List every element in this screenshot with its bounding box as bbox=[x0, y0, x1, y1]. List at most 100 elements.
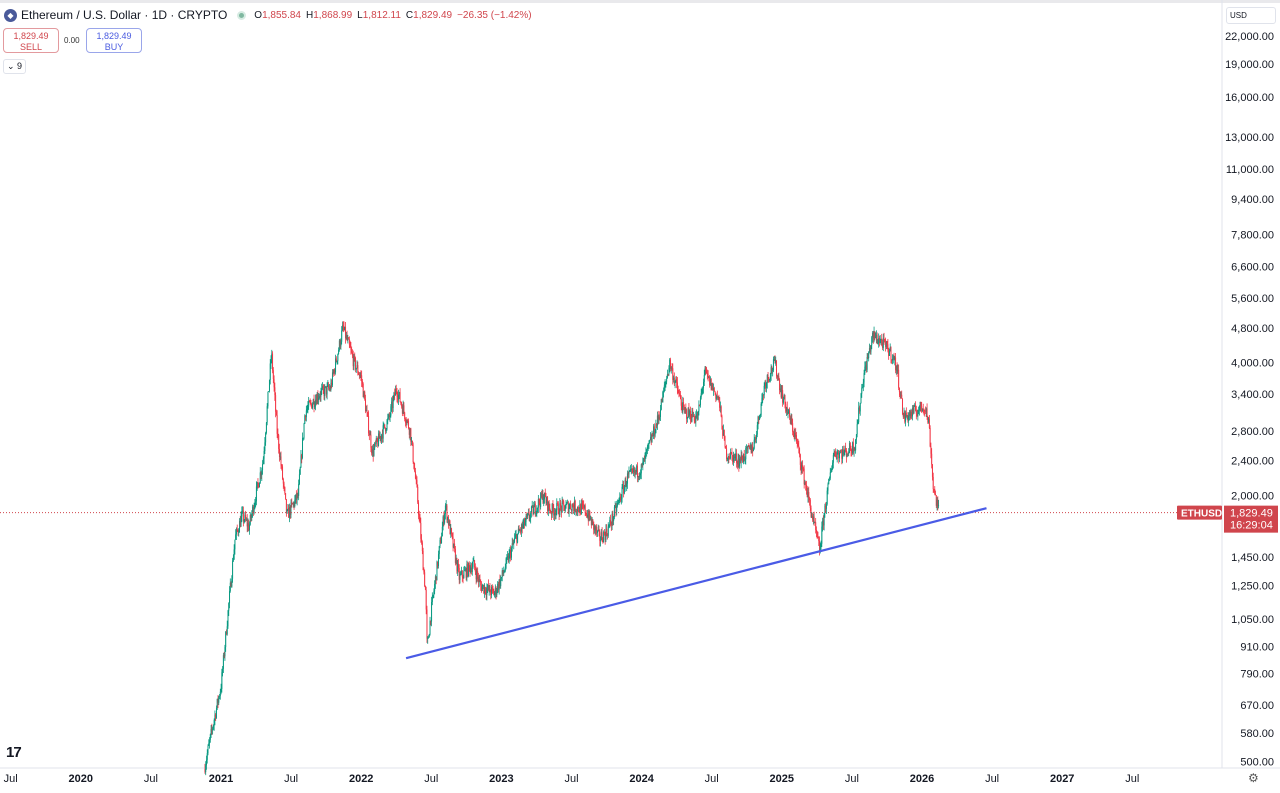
candle-body bbox=[702, 387, 704, 390]
candle-body bbox=[706, 373, 708, 374]
candle-body bbox=[615, 505, 617, 512]
sell-button[interactable]: 1,829.49 SELL bbox=[3, 28, 59, 53]
candle-body bbox=[238, 532, 240, 534]
candle-body bbox=[724, 436, 726, 447]
candle-body bbox=[692, 410, 694, 417]
candle-body bbox=[816, 532, 818, 537]
candle-body bbox=[784, 394, 786, 404]
candle-body bbox=[905, 412, 907, 417]
candle-body bbox=[442, 516, 444, 527]
candle-body bbox=[716, 395, 718, 398]
candle-body bbox=[876, 334, 878, 343]
candle-body bbox=[911, 412, 913, 417]
candle-body bbox=[763, 385, 765, 396]
candle-body bbox=[505, 558, 507, 568]
candle-body bbox=[910, 412, 912, 417]
candle-body bbox=[653, 426, 655, 436]
candle-body bbox=[557, 503, 559, 504]
candle-body bbox=[275, 411, 277, 416]
candle-body bbox=[827, 484, 829, 491]
candle-body bbox=[305, 415, 307, 418]
candle-body bbox=[433, 591, 435, 596]
candle-body bbox=[660, 399, 662, 410]
candle-body bbox=[242, 510, 244, 512]
time-axis[interactable]: Jul 2020 Jul 2021 Jul 2022 Jul 2023 Jul 2024 Jul 20… bbox=[4, 773, 1140, 785]
candle-body bbox=[669, 359, 671, 369]
trendline[interactable] bbox=[405, 507, 987, 660]
candle-body bbox=[458, 568, 460, 580]
candle-body bbox=[895, 365, 897, 371]
candle-body bbox=[403, 405, 405, 413]
candle-body bbox=[257, 482, 259, 484]
candle-body bbox=[455, 558, 457, 563]
candle-body bbox=[310, 402, 312, 404]
candle-body bbox=[523, 518, 525, 525]
candle-body bbox=[388, 414, 390, 417]
candle-body bbox=[489, 585, 491, 593]
candle-body bbox=[693, 416, 695, 421]
candle-body bbox=[642, 461, 644, 465]
candle-body bbox=[510, 548, 512, 558]
candle-body bbox=[213, 720, 215, 726]
candle-body bbox=[406, 420, 408, 423]
candle-body bbox=[414, 468, 416, 472]
candle-body bbox=[864, 366, 866, 374]
candle-body bbox=[220, 688, 222, 692]
candle-body bbox=[374, 442, 376, 449]
candle-body bbox=[304, 415, 306, 424]
candle-body bbox=[857, 421, 859, 425]
candle-body bbox=[624, 479, 626, 487]
candle-body bbox=[212, 725, 214, 729]
candle-body bbox=[914, 405, 916, 407]
candle-body bbox=[309, 402, 311, 403]
buy-price: 1,829.49 bbox=[96, 31, 132, 41]
candle-body bbox=[937, 499, 939, 507]
settings-icon[interactable]: ⚙ bbox=[1248, 771, 1259, 785]
candle-body bbox=[714, 391, 716, 393]
candle-body bbox=[462, 576, 464, 579]
candle-body bbox=[517, 528, 519, 534]
candle-body bbox=[796, 441, 798, 443]
candle-body bbox=[447, 517, 449, 520]
indicators-toggle[interactable]: ⌄ 9 bbox=[3, 59, 26, 74]
price-tag: ETHUSD 1,829.49 16:29:04 bbox=[1177, 505, 1278, 533]
candle-body bbox=[742, 453, 744, 463]
candle-body bbox=[740, 454, 742, 463]
candle-body bbox=[755, 438, 757, 440]
candle-body bbox=[626, 473, 628, 484]
candle-body bbox=[350, 347, 352, 350]
candle-body bbox=[533, 507, 535, 515]
symbol-title[interactable]: Ethereum / U.S. Dollar · 1D · CRYPTO bbox=[21, 8, 228, 22]
candle-body bbox=[598, 529, 600, 532]
price-axis[interactable]: 22,000.00 19,000.00 16,000.00 13,000.00 11,0… bbox=[1225, 31, 1274, 768]
candle-body bbox=[328, 384, 330, 389]
candle-body bbox=[682, 402, 684, 412]
currency-select[interactable]: USD bbox=[1226, 7, 1276, 24]
buy-button[interactable]: 1,829.49 BUY bbox=[86, 28, 142, 53]
candle-body bbox=[368, 415, 370, 434]
candle-body bbox=[457, 563, 459, 569]
candle-body bbox=[546, 497, 548, 504]
candle-body bbox=[217, 698, 219, 703]
candle-body bbox=[623, 485, 625, 494]
candle-body bbox=[779, 379, 781, 391]
candle-body bbox=[512, 543, 514, 544]
candle-body bbox=[541, 493, 543, 498]
candle-body bbox=[306, 408, 308, 411]
candle-body bbox=[572, 504, 574, 507]
candle-body bbox=[253, 506, 255, 513]
buy-label: BUY bbox=[104, 42, 124, 52]
candle-body bbox=[300, 455, 302, 468]
candle-body bbox=[364, 391, 366, 400]
candle-body bbox=[924, 410, 926, 412]
candle-body bbox=[921, 408, 923, 412]
candle-body bbox=[633, 468, 635, 472]
candle-body bbox=[394, 392, 396, 396]
candle-body bbox=[671, 367, 673, 369]
candle-body bbox=[772, 359, 774, 371]
candle-body bbox=[889, 347, 891, 352]
candle-body bbox=[239, 521, 241, 527]
candle-body bbox=[260, 472, 262, 476]
tradingview-logo-icon[interactable]: 17 bbox=[6, 744, 22, 761]
